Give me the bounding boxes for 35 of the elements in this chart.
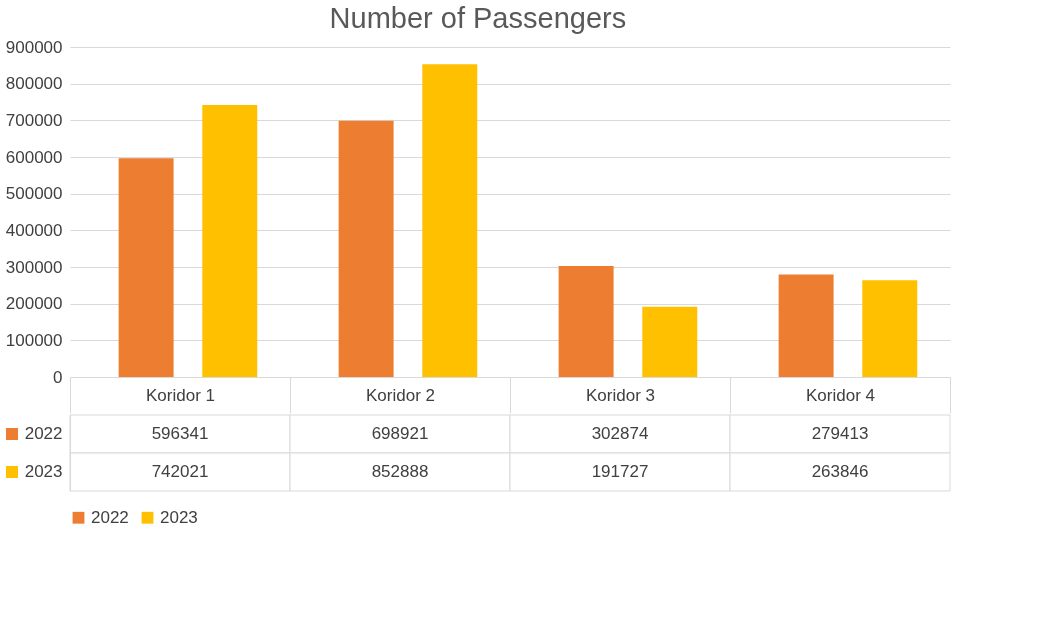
text: 2022: [91, 507, 129, 527]
bar: [338, 120, 394, 377]
data-label: 279413: [811, 424, 869, 443]
text: 2023: [24, 462, 63, 481]
chart-title: Number of Passengers: [329, 2, 627, 34]
bar: [862, 280, 918, 377]
x-tick-label: Koridor 4: [806, 385, 875, 405]
data-label: 596341: [151, 424, 209, 443]
y-tick-label: 300000: [5, 257, 63, 277]
y-tick-label: 400000: [5, 220, 63, 240]
bar: [202, 104, 258, 377]
y-tick-label: 0: [53, 367, 63, 387]
y-tick-label: 200000: [5, 294, 63, 314]
data-label: 263846: [811, 462, 869, 481]
y-tick-label: 800000: [5, 74, 63, 94]
y-tick-label: 900000: [5, 37, 63, 57]
legend-label: 2023: [160, 507, 198, 527]
y-tick-label: 100000: [5, 330, 63, 350]
x-tick-label: Koridor 2: [366, 385, 435, 405]
y-tick-label: 700000: [5, 110, 63, 130]
bar: [558, 265, 614, 377]
legend-label: 2022: [24, 424, 63, 443]
x-tick-label: Koridor 1: [146, 385, 215, 405]
bar: [422, 64, 478, 377]
data-label: 742021: [151, 462, 209, 481]
data-label: 698921: [371, 424, 429, 443]
data-label: 302874: [591, 424, 649, 443]
bar: [778, 274, 834, 377]
x-tick-label: Koridor 3: [586, 385, 655, 405]
data-label: 191727: [591, 462, 649, 481]
bar: [642, 306, 698, 377]
data-label: 852888: [371, 462, 429, 481]
y-tick-label: 500000: [5, 184, 63, 204]
y-tick-label: 600000: [5, 147, 63, 167]
bar: [118, 158, 174, 377]
